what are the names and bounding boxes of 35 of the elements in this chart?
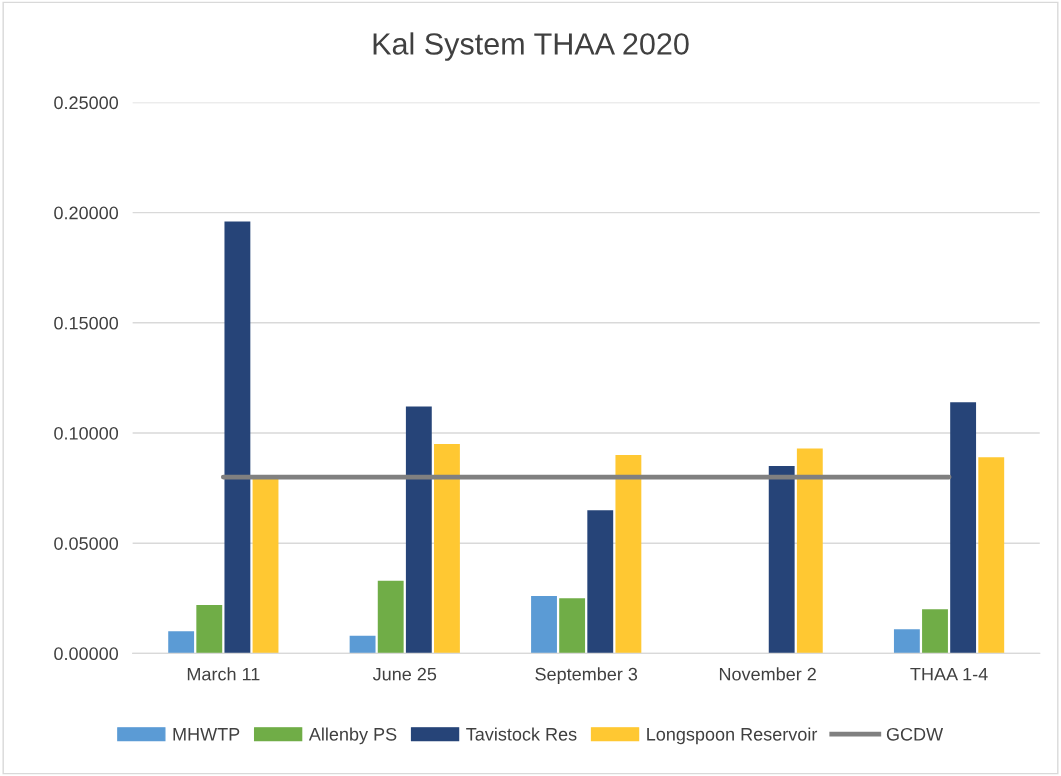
bar xyxy=(252,477,279,654)
bar xyxy=(434,444,460,654)
bar xyxy=(559,598,586,654)
x-tick-label: THAA 1-4 xyxy=(910,667,988,681)
x-tick-label: March 11 xyxy=(187,667,260,681)
bar xyxy=(377,580,404,654)
bar xyxy=(349,635,376,654)
bar xyxy=(978,457,1005,654)
legend-label: MHWTP xyxy=(173,728,240,741)
bar xyxy=(796,448,823,654)
bar xyxy=(768,466,795,654)
bar xyxy=(405,406,432,654)
bar xyxy=(168,631,195,654)
bar xyxy=(893,629,920,654)
bar xyxy=(531,596,557,654)
y-tick-label: 0.10000 xyxy=(54,426,119,440)
y-tick-label: 0.05000 xyxy=(54,537,119,550)
bar xyxy=(196,604,223,654)
y-tick-label: 0.25000 xyxy=(54,96,119,110)
bar xyxy=(950,402,977,654)
legend-label: Longspoon Reservoir xyxy=(647,727,818,745)
y-tick-label: 0.15000 xyxy=(54,316,119,330)
x-tick-label: June 25 xyxy=(372,667,437,681)
bar xyxy=(922,609,948,654)
chart-title: Kal System THAA 2020 xyxy=(373,32,689,61)
bar xyxy=(587,510,614,654)
bar xyxy=(615,455,642,654)
legend-label: Tavistock Res xyxy=(466,727,577,741)
y-tick-label: 0.00000 xyxy=(54,647,119,661)
x-tick-label: September 3 xyxy=(535,667,638,685)
legend-label: GCDW xyxy=(886,727,944,741)
x-tick-label: November 2 xyxy=(719,667,816,681)
bar xyxy=(224,221,251,654)
legend-label: Allenby PS xyxy=(308,727,397,745)
y-tick-label: 0.20000 xyxy=(54,206,119,220)
